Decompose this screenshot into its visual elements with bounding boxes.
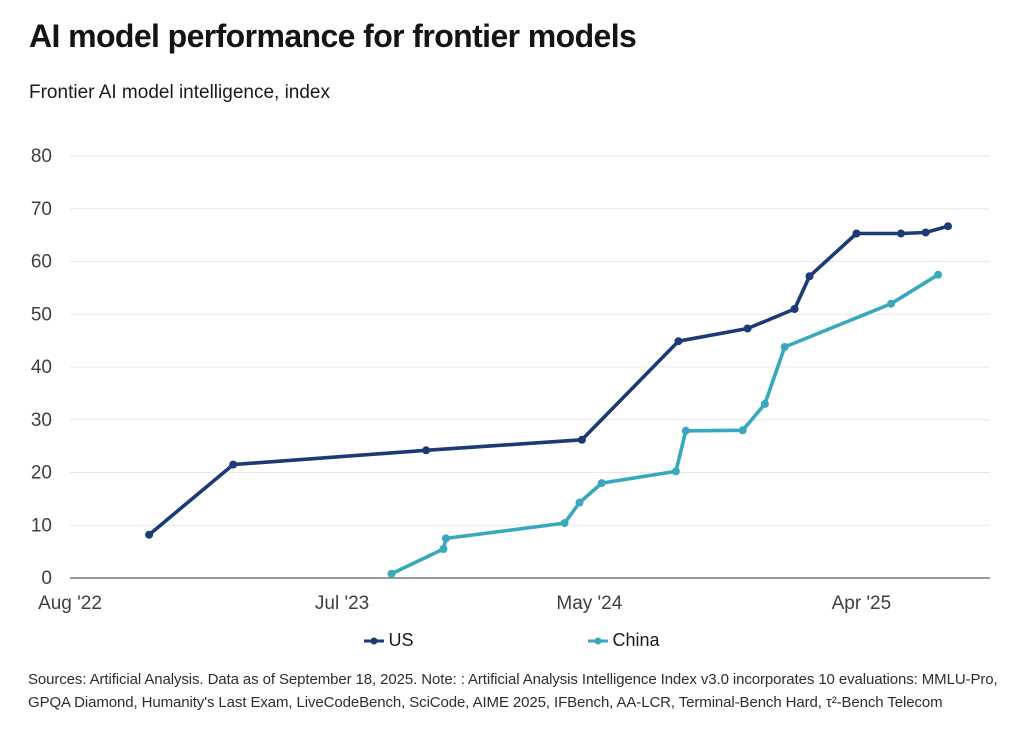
us-data-point [805,272,814,281]
china-data-point [560,519,569,528]
y-tick-label: 70 [31,199,52,220]
china-data-point [738,426,747,435]
legend-label-china: China [612,630,660,650]
x-tick-label: May '24 [556,593,622,614]
us-data-point [145,530,154,539]
china-data-point [597,479,606,488]
page-subtitle: Frontier AI model intelligence, index [29,82,330,103]
china-data-point [387,569,396,578]
us-series-line [147,224,950,537]
line-chart: 0 10 20 30 40 50 60 70 80 Aug '22 Jul '23 May '24 Ap… [31,146,990,614]
china-data-point [780,343,789,351]
us-legend-marker-icon [364,637,385,644]
china-data-point [934,270,943,279]
y-tick-label: 30 [31,410,52,431]
legend-item-us: US [364,630,413,651]
us-data-point [897,229,905,238]
y-tick-label: 10 [31,515,52,536]
x-tick-label: Aug '22 [38,593,102,614]
us-data-point [790,305,799,313]
china-data-point [887,299,896,308]
china-data-point [575,498,584,507]
page-title: AI model performance for frontier models [29,18,637,54]
legend-item-china: China [588,630,660,651]
us-data-point [422,446,431,455]
legend-label-us: US [388,630,414,650]
china-series-line [389,272,940,576]
x-tick-label: Apr '25 [832,593,892,614]
y-tick-label: 20 [31,463,52,484]
china-data-point [441,534,450,543]
china-data-point [439,545,448,553]
us-data-point [743,324,752,333]
y-tick-label: 50 [31,304,52,325]
china-data-point [681,426,690,435]
us-data-point [674,337,683,346]
chart-area: 0 10 20 30 40 50 60 70 80 Aug '22 Jul '23 May '24 Ap… [0,138,1024,626]
china-data-point [760,399,769,408]
us-data-point [921,228,930,237]
china-data-point [671,467,680,476]
x-tick-label: Jul '23 [315,593,369,614]
y-tick-label: 60 [31,252,52,273]
us-data-point [577,435,586,444]
chart-legend: US China [0,630,1024,651]
us-data-point [229,460,238,469]
y-tick-label: 40 [31,357,52,378]
china-legend-marker-icon [588,637,609,644]
us-data-point [944,222,952,231]
y-tick-label: 0 [41,568,52,589]
us-data-point [852,229,861,238]
sources-note: Sources: Artificial Analysis. Data as of… [28,671,998,712]
y-tick-label: 80 [31,146,52,167]
